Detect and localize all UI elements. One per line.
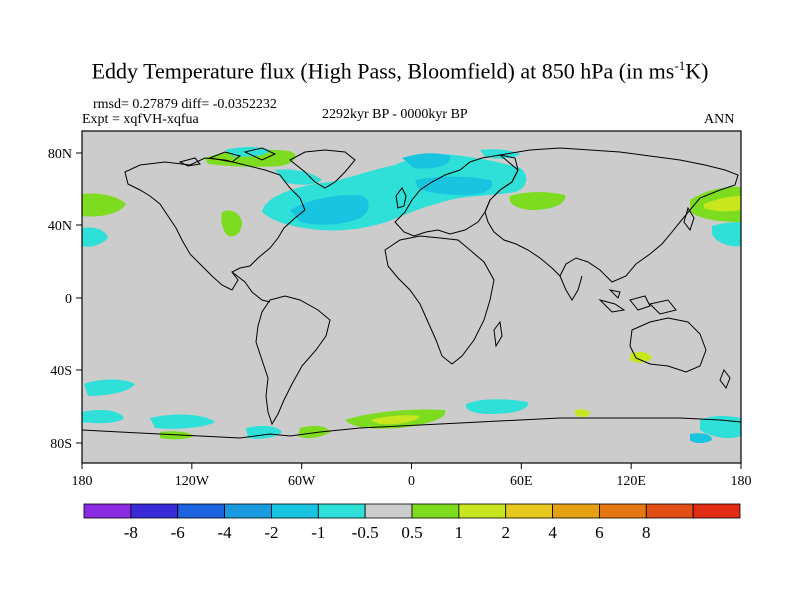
colorbar-label: 6 (595, 523, 604, 542)
chart-title: Eddy Temperature flux (High Pass, Bloomf… (91, 58, 709, 84)
longitude-ticks: 180 120W 60W 0 60E 120E 180 (72, 463, 752, 489)
colorbar-swatch (271, 503, 319, 519)
colorbar-label: 4 (548, 523, 557, 542)
lon-tick-label: 60E (510, 474, 533, 489)
lat-tick-label: 40N (48, 219, 72, 234)
lon-tick-label: 120W (175, 474, 210, 489)
colorbar-label: -0.5 (352, 523, 379, 542)
colorbar-swatch (458, 503, 507, 519)
colorbar-swatch (599, 503, 647, 519)
colorbar-swatch (505, 503, 553, 519)
colorbar-swatch (224, 503, 272, 519)
rmsd-diff-label: rmsd= 0.27879 diff= -0.0352232 (93, 97, 277, 112)
anomaly-patches (82, 147, 741, 443)
lat-tick-label: 40S (50, 364, 72, 379)
season-label: ANN (704, 112, 735, 127)
lon-tick-label: 60W (288, 474, 316, 489)
colorbar-label: -6 (171, 523, 185, 542)
colorbar-label: 1 (455, 523, 464, 542)
lat-tick-label: 0 (65, 292, 72, 307)
colorbar-label: -2 (264, 523, 278, 542)
experiment-label: Expt = xqfVH-xqfua (82, 112, 199, 127)
colorbar-swatch (317, 503, 366, 519)
colorbar-label: 0.5 (401, 523, 422, 542)
colorbar: -8 -6 -4 -2 -1 -0.5 0.5 1 2 4 6 8 (83, 503, 741, 542)
lon-tick-label: 0 (408, 474, 415, 489)
colorbar-label: -4 (217, 523, 232, 542)
colorbar-label: -1 (311, 523, 325, 542)
colorbar-swatch (692, 503, 741, 519)
colorbar-label: 8 (642, 523, 651, 542)
colorbar-swatch (130, 503, 179, 519)
coastlines (81, 147, 742, 439)
colorbar-swatch (411, 503, 460, 519)
period-label: 2292kyr BP - 0000kyr BP (322, 107, 468, 122)
lon-tick-label: 180 (731, 474, 752, 489)
colorbar-swatch (364, 503, 413, 519)
colorbar-label: 2 (501, 523, 510, 542)
colorbar-swatch (177, 503, 225, 519)
lon-tick-label: 180 (72, 474, 93, 489)
lon-tick-label: 120E (616, 474, 646, 489)
colorbar-label: -8 (124, 523, 138, 542)
colorbar-swatch (645, 503, 694, 519)
lat-tick-label: 80N (48, 147, 72, 162)
colorbar-swatch (552, 503, 600, 519)
lat-tick-label: 80S (50, 437, 72, 452)
colorbar-swatch (83, 503, 132, 519)
latitude-ticks: 80N 40N 0 40S 80S (48, 147, 82, 452)
